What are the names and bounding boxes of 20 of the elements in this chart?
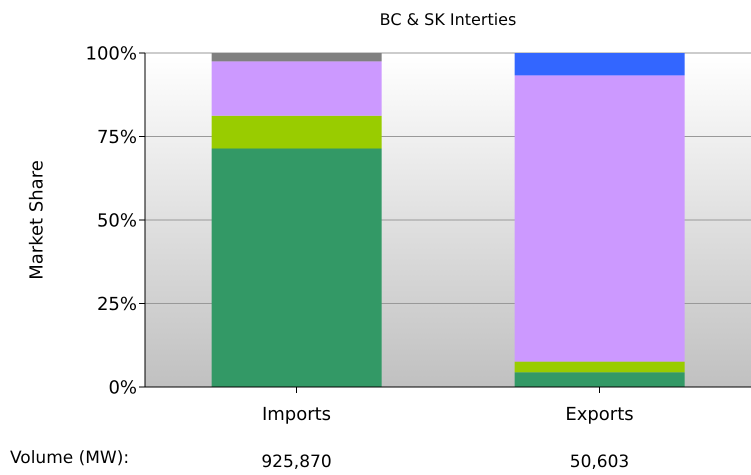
y-axis-title: Market Share bbox=[26, 160, 48, 280]
x-tick-label: Imports bbox=[262, 404, 332, 425]
y-tick-label: 100% bbox=[86, 43, 137, 64]
bar bbox=[212, 61, 382, 116]
bar bbox=[514, 362, 685, 372]
text: 50,603 bbox=[568, 452, 630, 472]
text: Volume (MW): bbox=[10, 448, 130, 468]
bar bbox=[514, 75, 685, 362]
y-tick-label: 50% bbox=[96, 210, 137, 232]
bar bbox=[514, 372, 685, 387]
y-tick-label: 0% bbox=[108, 377, 137, 398]
y-tick-label: 25% bbox=[96, 294, 137, 315]
bar bbox=[514, 53, 685, 76]
bar bbox=[212, 148, 382, 387]
bar bbox=[212, 116, 382, 149]
bar bbox=[212, 53, 382, 62]
chart-title: BC & SK Interties bbox=[378, 10, 518, 29]
x-tick-label: Exports bbox=[565, 404, 634, 425]
y-tick-label: 75% bbox=[96, 126, 137, 148]
text: 925,870 bbox=[260, 452, 333, 472]
